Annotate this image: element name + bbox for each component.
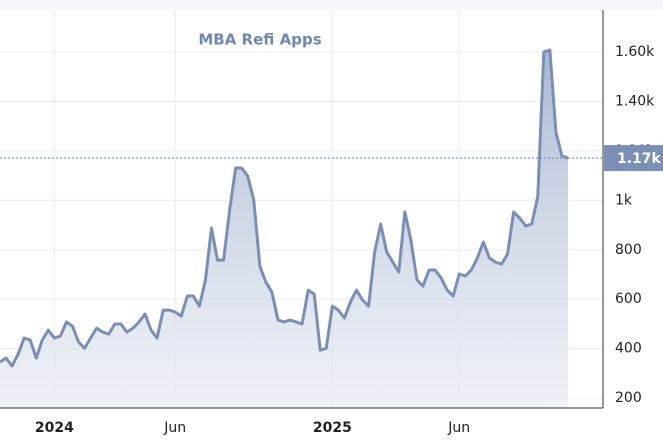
x-tick-label: Jun (447, 420, 470, 436)
chart-title: MBA Refi Apps (198, 31, 321, 49)
x-tick-label: 2024 (35, 420, 74, 436)
y-tick-label: 600 (615, 291, 642, 307)
y-tick-label: 1.40k (615, 93, 655, 109)
x-tick-label: 2025 (313, 420, 352, 436)
y-tick-label: 800 (615, 242, 642, 258)
area (0, 50, 568, 409)
y-tick-label: 400 (615, 341, 642, 357)
labels: 2004006008001k1.20k1.40k1.60k2024Jun2025… (35, 44, 663, 436)
line (0, 48, 569, 368)
plot (0, 48, 603, 409)
top-strip (0, 0, 663, 10)
y-tick-label: 1.60k (615, 44, 655, 60)
y-tick-label: 1k (615, 192, 633, 208)
current-value-badge (604, 145, 663, 172)
current-value-label: 1.17k (617, 151, 662, 167)
y-tick-label: 200 (615, 390, 642, 406)
x-tick-label: Jun (163, 420, 186, 436)
